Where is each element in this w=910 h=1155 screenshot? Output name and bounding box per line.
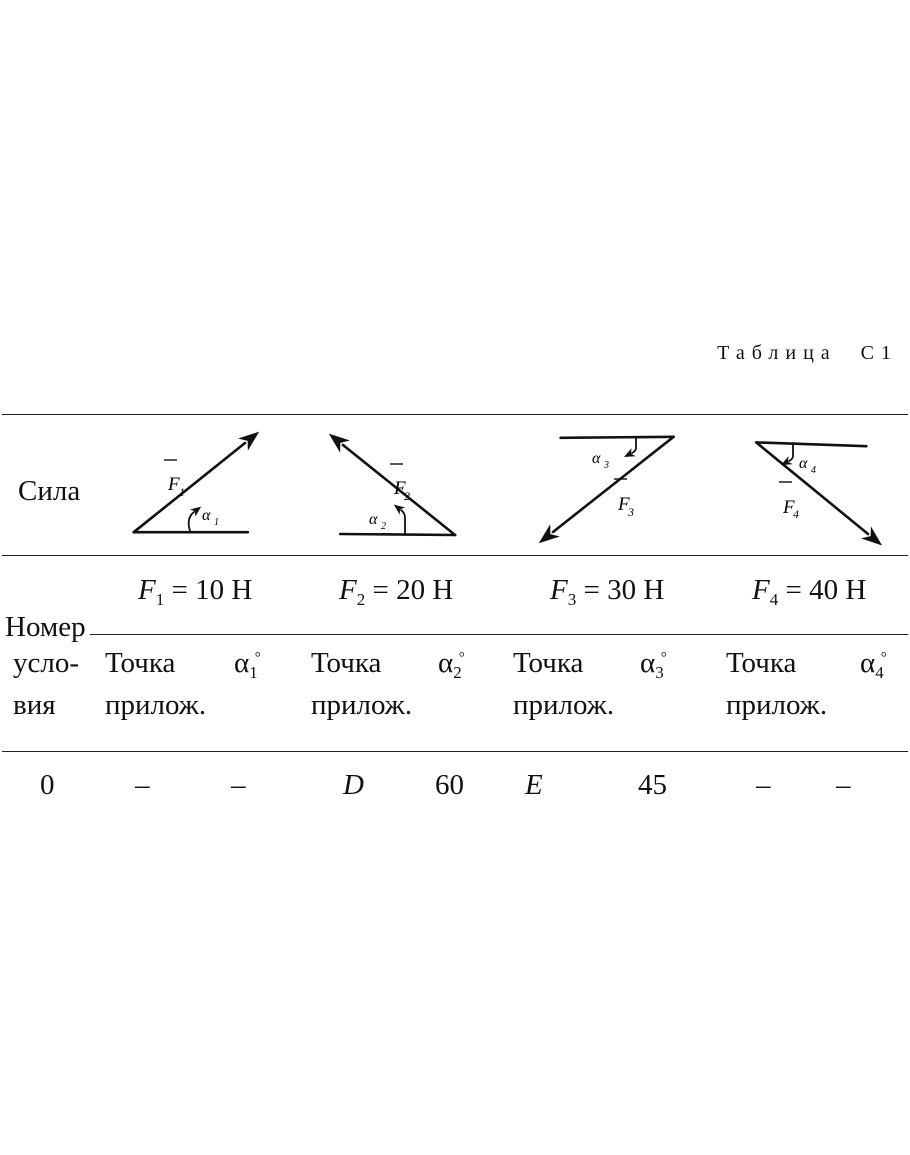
svg-text:2: 2	[404, 489, 410, 503]
svg-text:2: 2	[381, 521, 386, 532]
svg-text:α: α	[799, 455, 808, 472]
svg-text:1: 1	[179, 485, 185, 499]
svg-text:α: α	[369, 511, 378, 528]
svg-text:3: 3	[627, 505, 634, 519]
svg-text:4: 4	[793, 507, 799, 521]
svg-text:4: 4	[811, 465, 816, 476]
svg-text:1: 1	[214, 517, 219, 528]
svg-text:3: 3	[603, 460, 609, 471]
svg-text:α: α	[592, 450, 601, 467]
svg-text:α: α	[202, 507, 211, 524]
